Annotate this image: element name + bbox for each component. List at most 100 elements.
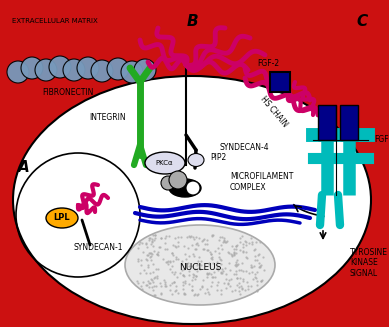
Point xyxy=(242,254,249,260)
Point xyxy=(195,292,202,297)
Point xyxy=(174,244,180,249)
Point xyxy=(175,290,181,295)
Point xyxy=(148,257,154,263)
Point xyxy=(149,239,155,244)
Point xyxy=(240,277,246,282)
Point xyxy=(236,288,242,293)
Point xyxy=(188,233,194,238)
Point xyxy=(161,277,168,282)
Point xyxy=(158,283,165,288)
Point xyxy=(226,250,233,256)
Point xyxy=(221,281,227,286)
Point xyxy=(204,271,210,277)
Point xyxy=(151,276,157,281)
Point xyxy=(229,253,235,258)
Point xyxy=(145,281,152,286)
Point xyxy=(145,265,151,270)
Point xyxy=(199,285,205,290)
Point xyxy=(254,257,260,263)
Point xyxy=(153,284,159,289)
Point xyxy=(218,257,224,262)
Point xyxy=(234,257,240,262)
Point xyxy=(143,283,149,288)
Point xyxy=(179,268,186,273)
Point xyxy=(194,242,201,248)
Point xyxy=(240,278,246,284)
Point xyxy=(245,240,252,246)
Point xyxy=(172,269,179,275)
Point xyxy=(233,269,239,274)
Point xyxy=(168,250,175,255)
Point xyxy=(214,267,221,272)
Point xyxy=(181,251,187,257)
Point xyxy=(148,276,154,282)
Point xyxy=(158,291,164,296)
Point xyxy=(149,240,155,245)
Point xyxy=(206,270,212,276)
Point xyxy=(151,237,157,243)
Point xyxy=(239,233,245,239)
Point xyxy=(140,249,146,254)
Point xyxy=(200,237,206,242)
Point xyxy=(257,263,263,268)
Point xyxy=(220,239,226,245)
Point xyxy=(225,277,231,282)
Point xyxy=(248,284,254,289)
Circle shape xyxy=(91,60,113,82)
Point xyxy=(169,281,175,286)
Point xyxy=(244,279,250,284)
Point xyxy=(209,274,215,280)
Point xyxy=(229,253,235,259)
Text: TYROSINE
KINASE
SIGNAL: TYROSINE KINASE SIGNAL xyxy=(350,248,388,278)
Point xyxy=(214,260,221,265)
Point xyxy=(239,285,245,291)
Point xyxy=(251,263,257,268)
Point xyxy=(166,259,173,264)
Text: SYNDECAN-4: SYNDECAN-4 xyxy=(220,144,270,152)
Point xyxy=(162,279,168,284)
Point xyxy=(138,284,144,289)
Point xyxy=(189,263,195,268)
Point xyxy=(138,263,144,268)
Point xyxy=(202,290,208,295)
Point xyxy=(154,251,160,257)
Point xyxy=(149,252,156,257)
Point xyxy=(191,292,197,298)
Point xyxy=(182,279,188,284)
Ellipse shape xyxy=(169,179,201,197)
Point xyxy=(254,283,260,288)
Point xyxy=(231,247,237,252)
Circle shape xyxy=(35,59,57,81)
Text: FGFR: FGFR xyxy=(374,135,389,145)
Point xyxy=(153,275,159,281)
Point xyxy=(161,247,168,252)
Point xyxy=(145,250,152,256)
Point xyxy=(239,261,245,266)
Point xyxy=(222,239,228,244)
Point xyxy=(158,235,164,240)
Point xyxy=(146,237,152,243)
Point xyxy=(144,262,151,267)
Point xyxy=(242,287,248,292)
Point xyxy=(154,267,161,272)
Point xyxy=(153,267,159,272)
Point xyxy=(223,271,229,277)
Text: NUCLEUS: NUCLEUS xyxy=(179,263,221,271)
Point xyxy=(232,262,238,267)
Point xyxy=(219,246,226,251)
Text: FGF-2: FGF-2 xyxy=(257,59,279,68)
Point xyxy=(225,250,231,255)
Point xyxy=(172,244,179,249)
Point xyxy=(225,280,231,285)
Point xyxy=(185,261,191,266)
Point xyxy=(193,235,199,240)
Circle shape xyxy=(49,56,71,78)
Point xyxy=(208,251,214,256)
Point xyxy=(146,235,152,240)
Point xyxy=(255,252,261,258)
Point xyxy=(165,261,172,267)
Point xyxy=(164,247,170,252)
Point xyxy=(200,278,206,283)
Point xyxy=(163,259,170,265)
Point xyxy=(252,275,258,280)
